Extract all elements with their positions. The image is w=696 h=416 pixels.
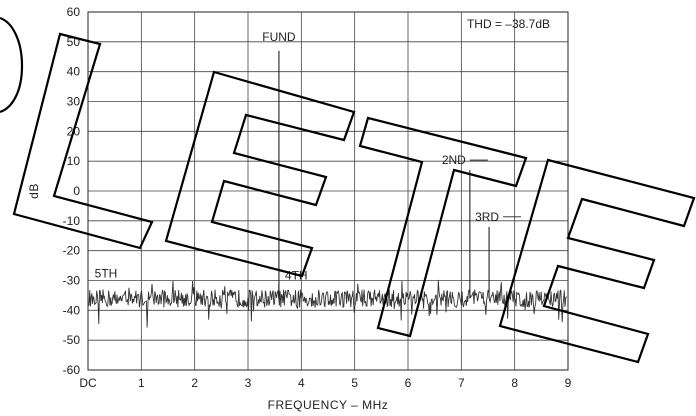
y-tick-label: -60 xyxy=(63,363,81,377)
y-tick-label: 10 xyxy=(67,154,81,168)
y-tick-label: -30 xyxy=(63,274,81,288)
x-tick-label: 1 xyxy=(138,376,145,390)
thd-annotation: THD = –38.7dB xyxy=(467,17,550,31)
x-tick-label: 3 xyxy=(245,376,252,390)
x-tick-label: 9 xyxy=(565,376,572,390)
x-tick-label: 6 xyxy=(405,376,412,390)
peak-label-fund: FUND xyxy=(262,30,296,44)
watermark-letter-d xyxy=(0,16,24,114)
y-tick-label: -10 xyxy=(63,214,81,228)
watermark-letter-l xyxy=(12,32,154,250)
peak-label-3rd: 3RD xyxy=(475,210,499,224)
y-tick-label: 30 xyxy=(67,95,81,109)
x-tick-label: 7 xyxy=(458,376,465,390)
noise-floor-trace xyxy=(88,279,567,328)
y-tick-label: 60 xyxy=(67,5,81,19)
peak-label-2nd: 2ND xyxy=(442,153,466,167)
y-tick-label: -50 xyxy=(63,333,81,347)
x-tick-label: DC xyxy=(79,376,97,390)
x-tick-label: 5 xyxy=(351,376,358,390)
y-tick-label: 0 xyxy=(73,184,80,198)
peak-label-5th: 5TH xyxy=(95,266,118,280)
x-tick-labels: DC 1 2 3 4 5 6 7 8 9 xyxy=(79,376,571,390)
x-axis-title: FREQUENCY – MHz xyxy=(268,398,389,412)
watermark-letter-t xyxy=(358,116,528,338)
x-tick-label: 4 xyxy=(298,376,305,390)
x-tick-label: 2 xyxy=(191,376,198,390)
watermark-letter-e2 xyxy=(498,158,696,364)
y-tick-label: -20 xyxy=(63,244,81,258)
y-axis-title: dB xyxy=(27,183,41,199)
watermark-letter-e1 xyxy=(164,70,356,278)
y-tick-label: 40 xyxy=(67,65,81,79)
delete-watermark xyxy=(0,16,696,364)
grid-lines xyxy=(88,12,568,370)
x-tick-label: 8 xyxy=(511,376,518,390)
y-tick-label: -40 xyxy=(63,303,81,317)
